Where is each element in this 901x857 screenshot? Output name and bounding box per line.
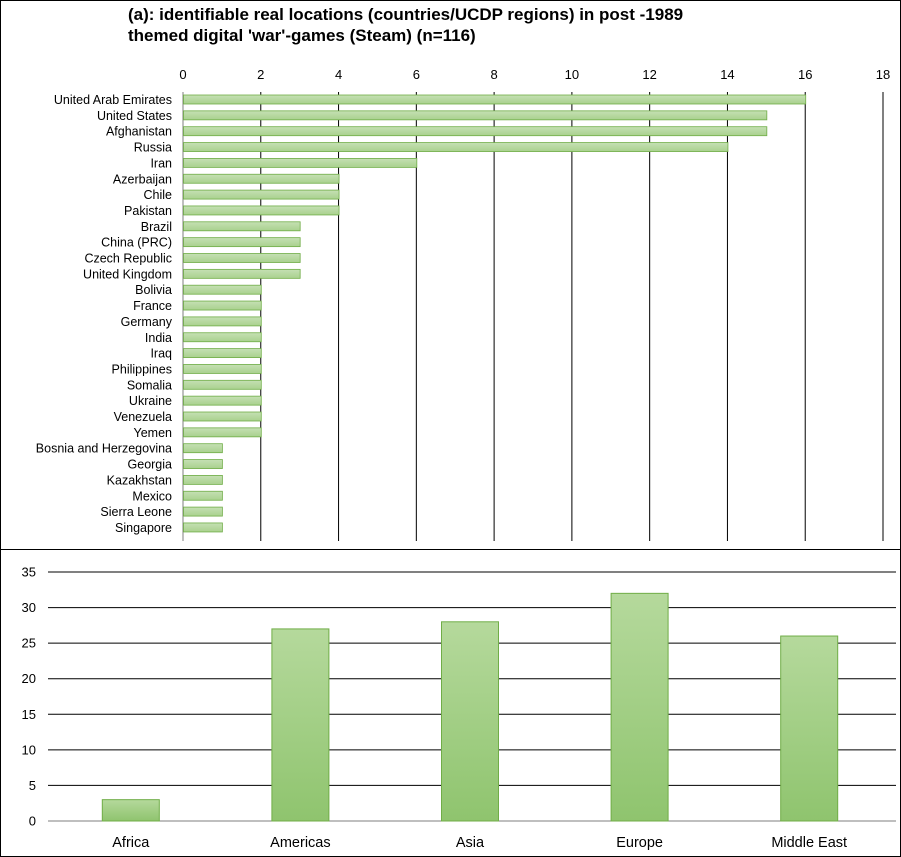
bar [183, 506, 223, 517]
y-tick-label: 25 [22, 636, 36, 651]
category-label: Iraq [150, 347, 172, 361]
y-tick-label: 30 [22, 600, 36, 615]
category-label: Georgia [128, 458, 173, 472]
bar [183, 142, 729, 152]
bar [183, 474, 223, 485]
category-label: Mexico [132, 489, 172, 503]
bar [183, 316, 262, 327]
bar [183, 395, 262, 406]
x-tick-label: 6 [413, 67, 420, 82]
category-label: Africa [112, 835, 150, 851]
category-label: Ukraine [129, 394, 172, 408]
category-label: United Kingdom [83, 267, 172, 281]
x-tick-label: 12 [642, 67, 656, 82]
bar [183, 379, 262, 390]
bar [183, 253, 301, 263]
category-label: Bolivia [135, 283, 172, 297]
bar [183, 443, 223, 454]
category-label: United States [97, 109, 172, 123]
category-label: Somalia [127, 378, 172, 392]
category-label: Middle East [771, 835, 847, 851]
bar [183, 348, 262, 359]
category-label: France [133, 299, 172, 313]
bar [101, 799, 160, 822]
bar [183, 94, 807, 105]
x-tick-label: 14 [720, 67, 734, 82]
locations-bar-chart: 0 2 4 6 8 10 12 14 16 18 United Arab Emirates Unit… [36, 67, 890, 541]
bar [183, 126, 768, 137]
category-label: Chile [144, 188, 173, 202]
chart-title: (a): identifiable real locations (countr… [128, 4, 848, 46]
y-tick-label: 35 [22, 565, 36, 580]
category-label: Yemen [134, 426, 173, 440]
y-tick-label: 0 [29, 814, 36, 829]
category-label: Pakistan [124, 204, 172, 218]
x-tick-label: 4 [335, 67, 342, 82]
category-label: Azerbaijan [113, 172, 172, 186]
bar [441, 621, 499, 822]
y-tick-label: 15 [22, 707, 36, 722]
bar [183, 364, 262, 374]
category-label: Europe [616, 835, 663, 851]
x-tick-label: 18 [876, 67, 890, 82]
category-label: Asia [456, 835, 485, 851]
category-label: Afghanistan [106, 125, 172, 139]
bar [183, 490, 223, 501]
category-label: Kazakhstan [107, 473, 172, 487]
bar [183, 522, 223, 533]
regions-chart-panel: 0 5 10 15 20 25 30 35 Africa Americas Asia Europe M… [0, 549, 901, 857]
y-tick-label: 10 [22, 742, 36, 757]
chart-title-line-2: themed digital 'war'-games (Steam) (n=11… [128, 26, 476, 45]
category-label: Sierra Leone [100, 505, 172, 519]
bar [183, 427, 262, 438]
regions-bar-chart: 0 5 10 15 20 25 30 35 Africa Americas Asia Europe M… [22, 565, 896, 851]
category-label: Czech Republic [84, 252, 172, 266]
category-label: Philippines [112, 362, 172, 376]
y-tick-label: 5 [29, 778, 36, 793]
category-label: United Arab Emirates [54, 93, 172, 107]
x-tick-label: 0 [179, 67, 186, 82]
bar [183, 157, 418, 168]
bar [183, 173, 340, 184]
x-tick-label: 10 [565, 67, 579, 82]
bar [183, 284, 262, 295]
bar [183, 189, 340, 200]
y-tick-label: 20 [22, 671, 36, 686]
category-label: Bosnia and Herzegovina [36, 442, 172, 456]
category-label: Singapore [115, 521, 172, 535]
category-label: Americas [270, 835, 330, 851]
x-tick-label: 8 [490, 67, 497, 82]
x-tick-label: 2 [257, 67, 264, 82]
category-label: China (PRC) [101, 236, 172, 250]
bar [183, 332, 262, 343]
category-label: Iran [150, 156, 172, 170]
bar [183, 268, 301, 279]
x-tick-label: 16 [798, 67, 812, 82]
bar [183, 459, 223, 469]
bar [183, 300, 262, 311]
category-label: Russia [134, 141, 172, 155]
category-label: Venezuela [114, 410, 172, 424]
locations-chart-panel: (a): identifiable real locations (countr… [0, 0, 901, 550]
bar [183, 237, 301, 248]
bar [183, 205, 340, 216]
bar [780, 635, 839, 822]
bar [271, 628, 330, 822]
category-label: Brazil [141, 220, 172, 234]
chart-title-line-1: (a): identifiable real locations (countr… [128, 5, 684, 24]
category-label: India [145, 331, 172, 345]
bar [610, 592, 669, 822]
bar [183, 221, 301, 232]
bar [183, 411, 262, 422]
bar [183, 110, 768, 121]
category-label: Germany [121, 315, 173, 329]
